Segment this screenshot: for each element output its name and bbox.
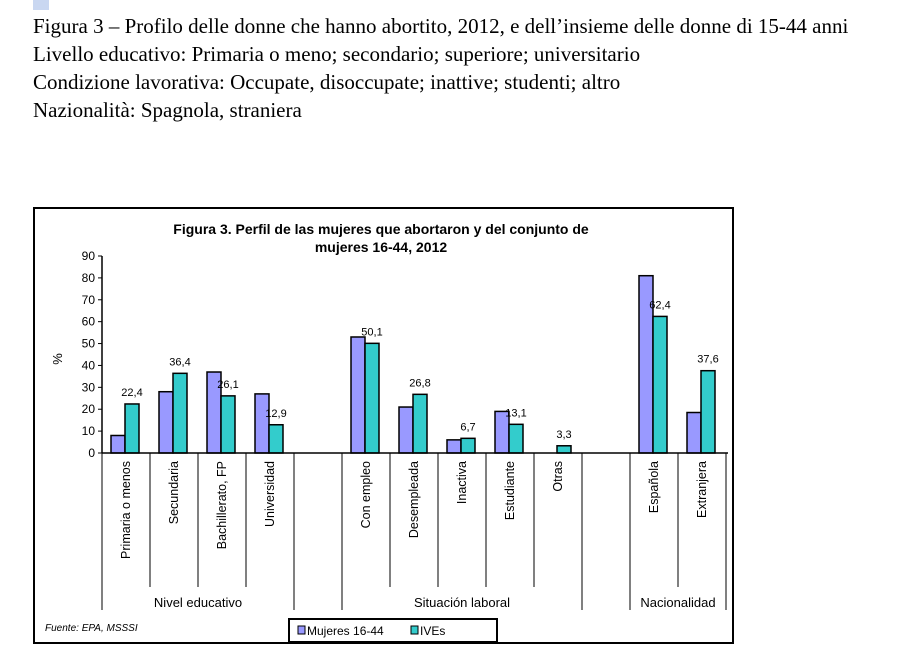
bar-ives <box>268 424 284 454</box>
group-label: Nivel educativo <box>154 595 242 610</box>
legend-label-ives: IVEs <box>420 624 445 638</box>
bar-chart: Figura 3. Perfil de las mujeres que abor… <box>45 221 728 643</box>
x-tick-label: Estudiante <box>503 461 517 520</box>
x-tick-label: Con empleo <box>359 461 373 528</box>
bar-ives <box>172 372 188 454</box>
data-label: 62,4 <box>649 299 670 311</box>
bar-mujeres <box>350 336 366 454</box>
y-tick-label: 0 <box>88 446 95 460</box>
bar-mujeres <box>446 439 462 454</box>
y-tick-label: 10 <box>82 424 96 438</box>
legend-swatch-ives <box>410 625 419 635</box>
data-label: 36,4 <box>169 356 190 368</box>
chart-frame: Figura 3. Perfil de las mujeres que abor… <box>33 207 734 644</box>
bar-ives <box>220 395 236 454</box>
data-label: 13,1 <box>505 407 526 419</box>
legend: Mujeres 16-44 IVEs <box>288 618 498 643</box>
bars: 22,4 36,4 26,1 12,9 50,1 26,8 6,7 13,1 3,3 62,4 37… <box>110 274 719 454</box>
data-label: 26,1 <box>217 379 238 391</box>
y-tick-label: 50 <box>82 337 96 351</box>
source-note: Fuente: EPA, MSSSI <box>45 623 138 634</box>
bar-ives <box>652 315 668 454</box>
x-tick-label: Otras <box>551 461 565 492</box>
legend-swatch-mujeres <box>297 625 306 635</box>
data-label: 3,3 <box>556 429 571 441</box>
bar-mujeres <box>398 406 414 454</box>
bar-mujeres <box>110 434 126 454</box>
x-tick-label: Primaria o menos <box>119 461 133 559</box>
bar-ives <box>460 437 476 454</box>
group-label: Nacionalidad <box>640 595 715 610</box>
bar-ives <box>412 393 428 454</box>
x-tick-label: Universidad <box>263 461 277 527</box>
legend-label-mujeres: Mujeres 16-44 <box>307 624 384 638</box>
bar-mujeres <box>686 411 702 454</box>
selection-highlight <box>33 0 49 10</box>
y-tick-label: 30 <box>82 380 96 394</box>
y-axis-label: % <box>50 353 65 365</box>
x-tick-label: Extranjera <box>695 461 709 518</box>
data-label: 6,7 <box>460 421 475 433</box>
caption-title: Figura 3 – Profilo delle donne che hanno… <box>33 14 849 38</box>
bar-ives <box>508 423 524 454</box>
data-label: 26,8 <box>409 377 430 389</box>
figure-caption: Figura 3 – Profilo delle donne che hanno… <box>33 12 893 124</box>
axes <box>101 256 728 610</box>
data-label: 22,4 <box>121 387 142 399</box>
chart-title-line2: mujeres 16-44, 2012 <box>315 239 448 255</box>
y-tick-label: 20 <box>82 402 96 416</box>
x-tick-label: Bachillerato, FP <box>215 461 229 549</box>
y-tick-label: 70 <box>82 293 96 307</box>
caption-nationality: Nazionalità: Spagnola, straniera <box>33 98 302 122</box>
bar-ives <box>556 445 572 454</box>
group-labels: Nivel educativo Situación laboral Nacional… <box>154 595 716 610</box>
bar-mujeres <box>254 393 270 454</box>
x-tick-label: Inactiva <box>455 461 469 504</box>
bar-ives <box>124 403 140 454</box>
data-label: 12,9 <box>265 408 286 420</box>
y-tick-label: 60 <box>82 315 96 329</box>
x-axis-labels: Primaria o menos Secundaria Bachillerato, … <box>119 461 709 559</box>
y-tick-label: 80 <box>82 271 96 285</box>
x-tick-label: Desempleada <box>407 461 421 538</box>
y-axis-ticks: 0 10 20 30 40 50 60 70 80 90 <box>82 249 102 460</box>
bar-ives <box>364 342 380 454</box>
bar-ives <box>700 369 716 454</box>
bar-mujeres <box>158 390 174 454</box>
x-tick-label: Secundaria <box>167 461 181 524</box>
caption-employment: Condizione lavorativa: Occupate, disoccu… <box>33 70 621 94</box>
y-tick-label: 40 <box>82 358 96 372</box>
y-tick-label: 90 <box>82 249 96 263</box>
data-label: 50,1 <box>361 326 382 338</box>
data-label: 37,6 <box>697 354 718 366</box>
caption-education: Livello educativo: Primaria o meno; seco… <box>33 42 641 66</box>
group-label: Situación laboral <box>414 595 510 610</box>
x-tick-label: Española <box>647 461 661 513</box>
chart-title-line1: Figura 3. Perfil de las mujeres que abor… <box>173 221 589 237</box>
